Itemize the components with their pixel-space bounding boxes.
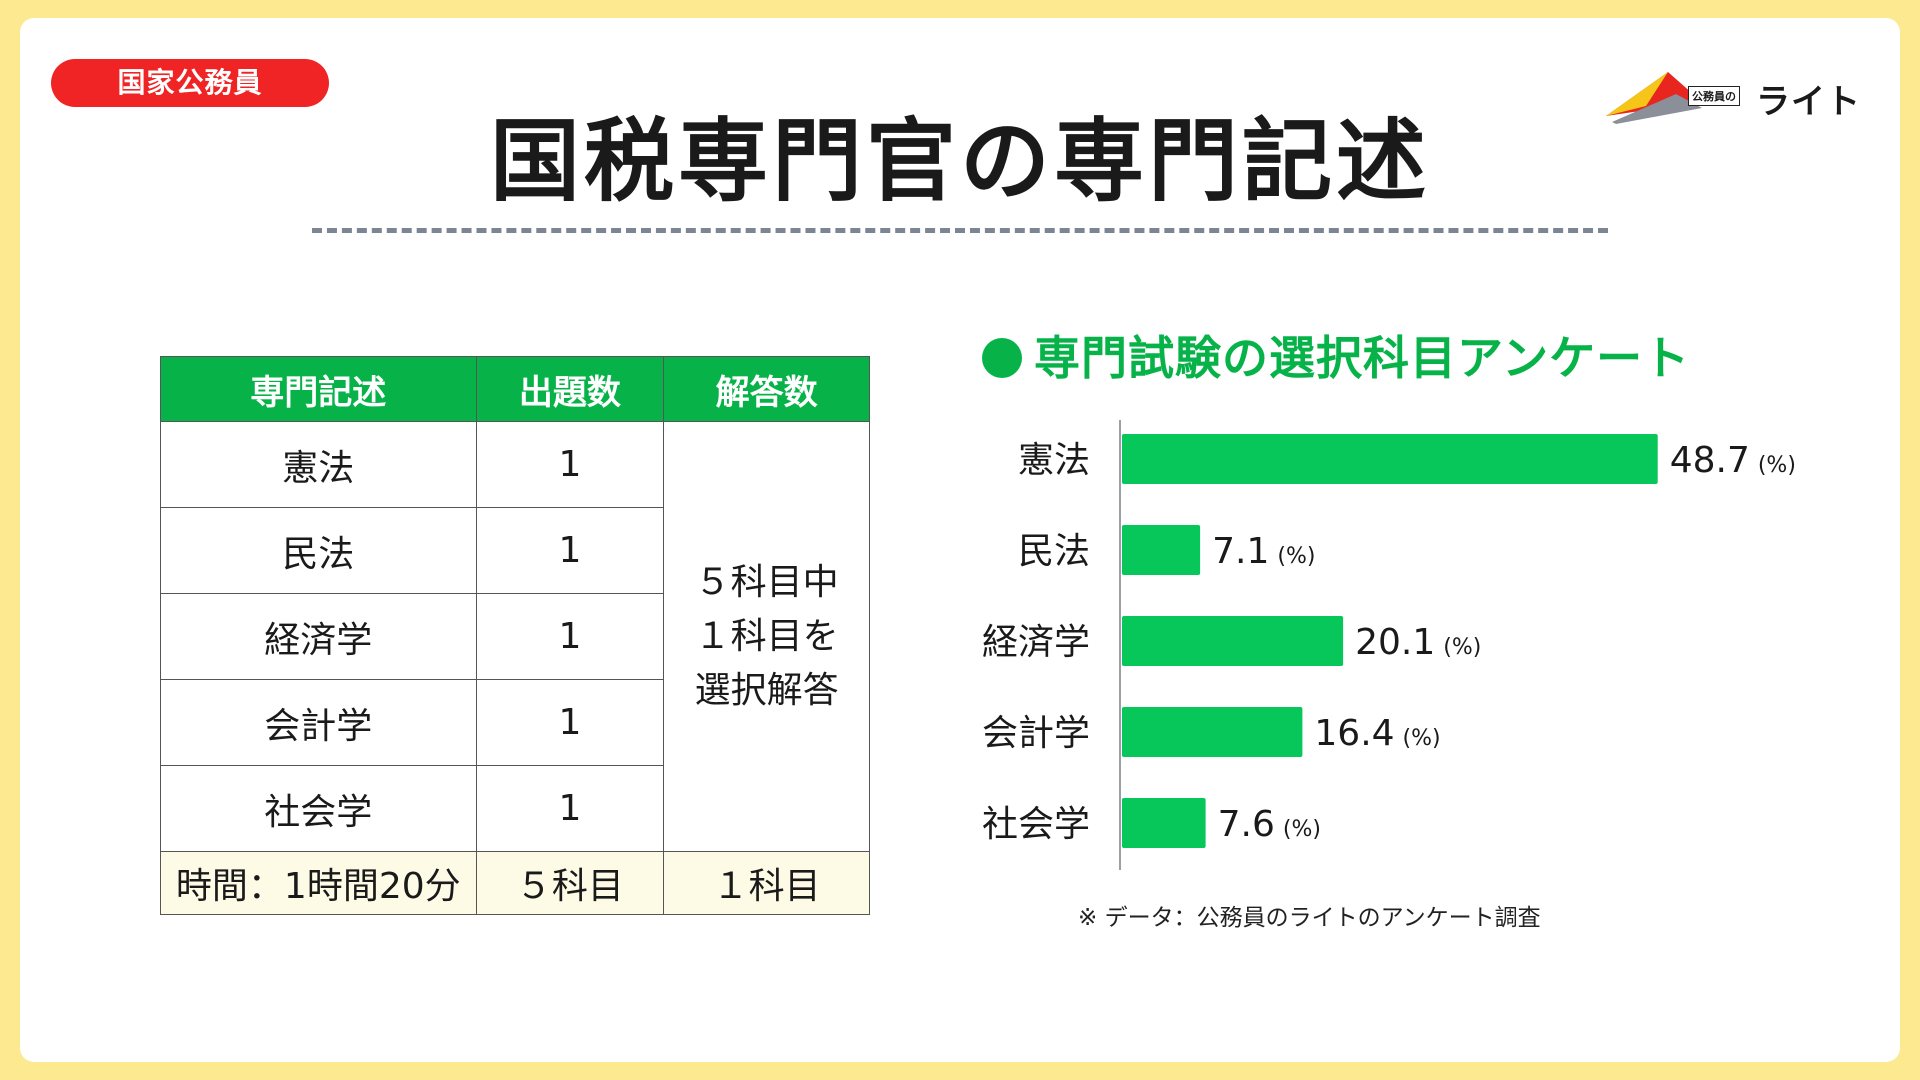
bar bbox=[1122, 525, 1201, 575]
value-label: 16.4 (%) bbox=[1314, 713, 1440, 754]
table-row: 会計学 1 bbox=[160, 679, 870, 766]
bar-chart: 憲法 48.7 (%) 民法 7.1 (%) 経済学 20.1 (%) 会計学 16.4 (%) 社会学… bbox=[982, 420, 1796, 870]
exam-table: 専門記述 出題数 解答数 憲法 1 ５科目中 １科目を 選択解答 民法 1 経済… bbox=[160, 356, 870, 915]
header-subject: 専門記述 bbox=[160, 356, 477, 422]
footer-time: 時間：1時間20分 bbox=[160, 851, 477, 915]
table-row: 社会学 1 bbox=[160, 765, 870, 852]
value-label: 20.1 (%) bbox=[1355, 622, 1481, 663]
unit-label: (%) bbox=[1403, 726, 1441, 751]
header-count: 出題数 bbox=[475, 356, 665, 422]
count-cell: 1 bbox=[475, 421, 665, 508]
page-title: 国税専門官の専門記述 bbox=[490, 109, 1430, 214]
header-answer: 解答数 bbox=[663, 356, 870, 422]
table-row: 憲法 1 ５科目中 １科目を 選択解答 bbox=[160, 421, 870, 852]
answer-cell: ５科目中 １科目を 選択解答 bbox=[663, 421, 870, 852]
bar bbox=[1122, 434, 1658, 484]
answer-line: １科目を bbox=[694, 615, 839, 657]
count-cell: 1 bbox=[475, 765, 665, 852]
logo-mountain-icon bbox=[1606, 72, 1702, 124]
answer-line: ５科目中 bbox=[694, 561, 839, 603]
bullet-dot-icon bbox=[982, 338, 1022, 378]
value-label: 7.6 (%) bbox=[1218, 804, 1321, 845]
category-label: 社会学 bbox=[982, 804, 1090, 845]
title-divider bbox=[312, 228, 1608, 233]
subject-cell: 民法 bbox=[160, 507, 477, 594]
category-label: 民法 bbox=[1018, 531, 1090, 572]
chart-title-text: 専門試験の選択科目アンケート bbox=[1034, 331, 1691, 385]
category-label: 憲法 bbox=[1018, 440, 1090, 481]
bar bbox=[1122, 707, 1303, 757]
logo-big-text: ライト bbox=[1756, 82, 1861, 122]
count-cell: 1 bbox=[475, 593, 665, 680]
count-cell: 1 bbox=[475, 507, 665, 594]
footer-answer: １科目 bbox=[663, 851, 870, 915]
bar bbox=[1122, 616, 1344, 666]
unit-label: (%) bbox=[1283, 817, 1321, 842]
table-row: 民法 1 bbox=[160, 507, 870, 594]
count-cell: 1 bbox=[475, 679, 665, 766]
bar bbox=[1122, 798, 1206, 848]
unit-label: (%) bbox=[1277, 544, 1315, 569]
subject-cell: 会計学 bbox=[160, 679, 477, 766]
unit-label: (%) bbox=[1443, 635, 1481, 660]
answer-line: 選択解答 bbox=[694, 669, 839, 711]
footer-count: ５科目 bbox=[475, 851, 665, 915]
brand-logo: 公務員の ライト bbox=[1606, 64, 1860, 126]
value-label: 48.7 (%) bbox=[1670, 440, 1796, 481]
table-row: 経済学 1 bbox=[160, 593, 870, 680]
category-badge: 国家公務員 bbox=[51, 59, 329, 107]
table-footer-row: 時間：1時間20分 ５科目 １科目 bbox=[160, 851, 870, 915]
table-header-row: 専門記述 出題数 解答数 bbox=[160, 356, 870, 422]
data-source-note: ※ データ：公務員のライトのアンケート調査 bbox=[1078, 905, 1541, 931]
logo-small-text: 公務員の bbox=[1688, 86, 1740, 106]
chart-title: 専門試験の選択科目アンケート bbox=[982, 322, 1690, 388]
subject-cell: 憲法 bbox=[160, 421, 477, 508]
value-label: 7.1 (%) bbox=[1212, 531, 1315, 572]
subject-cell: 経済学 bbox=[160, 593, 477, 680]
category-label: 経済学 bbox=[982, 622, 1090, 663]
category-label: 会計学 bbox=[982, 713, 1090, 754]
subject-cell: 社会学 bbox=[160, 765, 477, 852]
unit-label: (%) bbox=[1758, 453, 1796, 478]
